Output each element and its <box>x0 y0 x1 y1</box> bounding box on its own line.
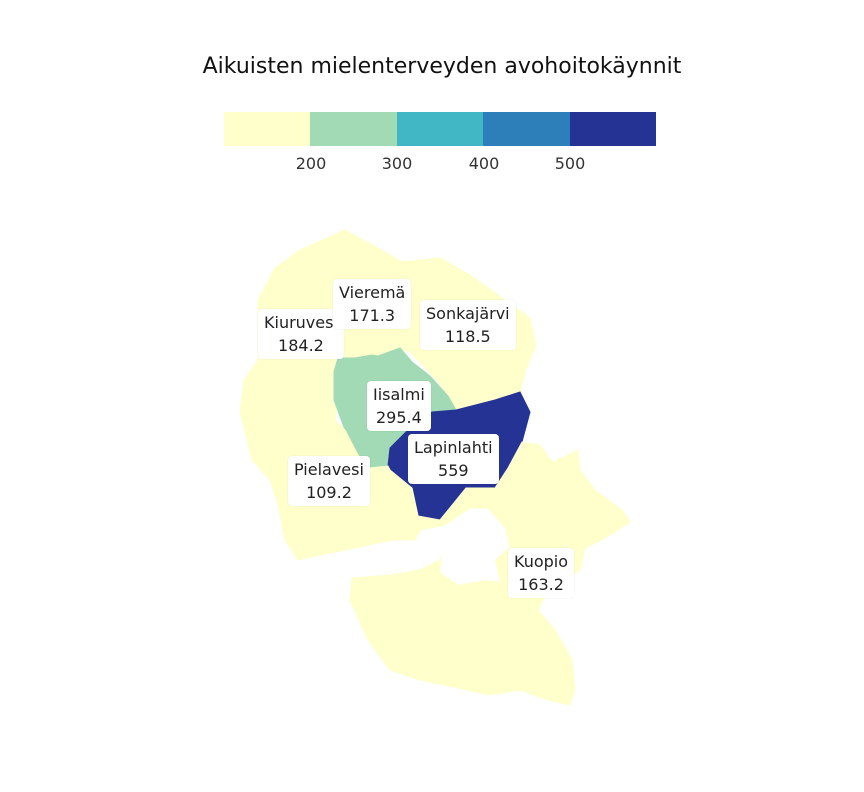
label-pielavesi: Pielavesi 109.2 <box>288 456 370 506</box>
label-vierema: Vieremä 171.3 <box>333 279 412 329</box>
region-name: Kiuruvesi <box>264 313 338 332</box>
region-value: 163.2 <box>518 575 564 594</box>
region-value: 118.5 <box>444 327 491 346</box>
label-lapinlahti: Lapinlahti 559 <box>408 434 499 484</box>
legend-tick: 500 <box>554 154 586 173</box>
region-value: 559 <box>438 461 469 480</box>
legend-tick: 400 <box>468 154 500 173</box>
lake <box>440 510 508 585</box>
legend-swatch-4 <box>483 112 570 146</box>
map-title: Aikuisten mielenterveyden avohoitokäynni… <box>202 54 682 79</box>
legend-swatch-2 <box>310 112 397 146</box>
legend-swatch-3 <box>396 112 484 146</box>
region-name: Pielavesi <box>294 460 364 479</box>
label-kiuruvesi: Kiuruvesi 184.2 <box>258 309 344 359</box>
label-kuopio: Kuopio 163.2 <box>508 548 575 598</box>
region-name: Iisalmi <box>373 385 425 404</box>
region-name: Lapinlahti <box>414 438 493 457</box>
region-value: 295.4 <box>375 408 422 427</box>
label-sonkajarvi: Sonkajärvi 118.5 <box>420 300 516 350</box>
label-iisalmi: Iisalmi 295.4 <box>367 381 431 431</box>
legend-tick: 300 <box>381 154 413 173</box>
legend-swatch-1 <box>224 112 311 146</box>
region-value: 171.3 <box>349 306 396 325</box>
region-name: Sonkajärvi <box>426 304 510 323</box>
region-name: Vieremä <box>339 283 406 302</box>
color-legend <box>224 112 657 146</box>
legend-tick: 200 <box>295 154 327 173</box>
legend-swatch-5 <box>569 112 657 146</box>
region-name: Kuopio <box>514 552 569 571</box>
region-value: 184.2 <box>278 336 324 355</box>
region-value: 109.2 <box>306 483 352 502</box>
